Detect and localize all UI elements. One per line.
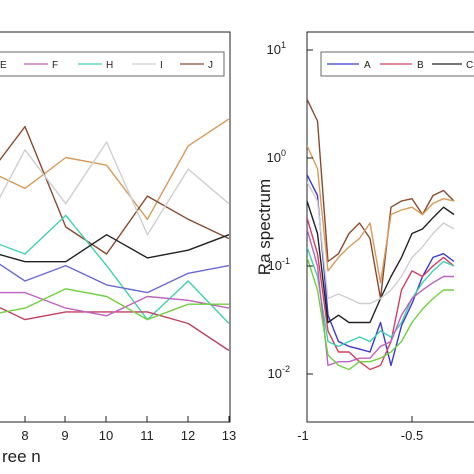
left-x-tick-label: 13 — [222, 428, 236, 443]
series-line-unnamed-8 — [0, 288, 229, 321]
left-x-tick-label: 8 — [21, 428, 28, 443]
right-y-tick-label: 10-1 — [268, 256, 290, 273]
left-x-ticks: 8 9 10 11 12 13 — [21, 416, 236, 443]
series-line-unnamed-5 — [307, 181, 455, 305]
series-line-unnamed-8 — [307, 257, 454, 371]
right-y-tick-exponent: 0 — [281, 148, 286, 158]
legend-label-c: C — [466, 60, 473, 71]
right-y-tick-base: 10 — [268, 366, 282, 381]
left-legend: E F H I J — [0, 51, 225, 77]
right-plot-frame — [306, 31, 474, 423]
series-line-unnamed-7 — [307, 228, 454, 367]
right-x-ticks: -1 -0.5 — [297, 416, 423, 443]
legend-label-i: I — [160, 60, 163, 71]
left-plot-frame — [0, 31, 231, 423]
series-line-unnamed-6 — [0, 306, 229, 352]
series-line-unnamed-1 — [0, 125, 229, 255]
right-y-axis-label: Ra spectrum — [255, 179, 274, 275]
legend-label-h: H — [106, 60, 113, 71]
legend-label-a: A — [364, 60, 371, 71]
right-y-tick-label: 101 — [267, 40, 286, 57]
right-y-ticks: 101 100 10-1 10-2 — [267, 40, 313, 381]
series-line-unnamed-4 — [307, 145, 455, 284]
series-line-unnamed-5 — [0, 263, 229, 294]
legend-label-b: B — [417, 60, 424, 71]
left-series-group — [0, 118, 229, 352]
left-x-tick-label: 12 — [181, 428, 195, 443]
left-x-tick-label: 9 — [61, 428, 68, 443]
left-x-tick-label: 11 — [140, 428, 154, 443]
right-y-tick-exponent: 1 — [281, 40, 286, 50]
series-line-unnamed-6 — [307, 246, 455, 348]
left-x-axis-label: ree n — [2, 447, 41, 466]
legend-label-f: F — [52, 60, 58, 71]
right-y-tick-base: 10 — [268, 258, 282, 273]
series-line-e — [0, 118, 229, 221]
right-series-group — [307, 98, 455, 371]
right-y-tick-label: 100 — [267, 148, 286, 165]
legend-label-e: E — [0, 60, 7, 71]
right-y-tick-exponent: -1 — [282, 256, 290, 266]
right-y-tick-exponent: -2 — [282, 364, 290, 374]
series-line-i — [0, 141, 229, 236]
right-x-tick-label: -1 — [297, 428, 309, 443]
series-line-a — [307, 174, 455, 367]
series-line-b — [307, 217, 455, 371]
right-x-tick-label: -0.5 — [401, 428, 423, 443]
series-line-f — [0, 291, 229, 317]
left-panel: 8 9 10 11 12 13 ree n E F H I J — [0, 31, 236, 466]
right-y-tick-base: 10 — [267, 42, 281, 57]
right-panel: 101 100 10-1 10-2 -1 -0.5 Ra spectrum A … — [255, 31, 474, 443]
series-line-h — [0, 214, 229, 324]
right-legend: A B C — [320, 51, 474, 77]
left-x-tick-label: 10 — [99, 428, 113, 443]
right-y-tick-label: 10-2 — [268, 364, 290, 381]
legend-label-j: J — [208, 60, 213, 71]
series-line-unnamed-4 — [0, 233, 229, 263]
right-y-tick-base: 10 — [267, 150, 281, 165]
